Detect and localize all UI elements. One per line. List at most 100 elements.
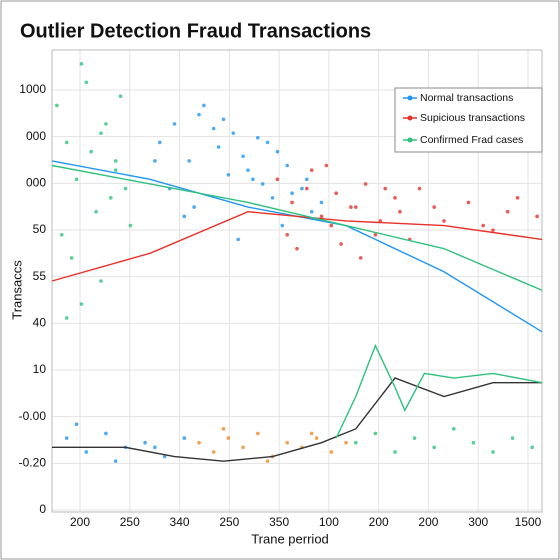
data-point xyxy=(89,149,93,154)
grid xyxy=(52,50,542,512)
data-point xyxy=(104,122,108,126)
data-point xyxy=(241,445,245,450)
data-point xyxy=(187,159,191,163)
data-point xyxy=(162,454,167,459)
data-point xyxy=(505,209,510,214)
data-point xyxy=(84,80,89,85)
data-point xyxy=(329,223,334,228)
data-point xyxy=(275,149,280,154)
x-axis-title: Trane perriod xyxy=(251,531,329,546)
data-point xyxy=(398,209,402,214)
y-tick-label: 40 xyxy=(33,316,47,330)
x-tick-label: 250 xyxy=(219,515,239,529)
data-point xyxy=(182,214,187,219)
data-point xyxy=(241,154,245,159)
trend-line xyxy=(51,164,543,291)
legend: Normal transactions Supicious transaction… xyxy=(394,87,543,153)
data-point xyxy=(515,196,520,200)
data-point xyxy=(491,228,495,232)
y-tick-label: 000 xyxy=(26,176,46,190)
data-point xyxy=(104,431,108,436)
x-tick-label: 1500 xyxy=(515,515,542,529)
x-tick-label: 350 xyxy=(269,515,289,529)
data-point xyxy=(226,436,231,440)
data-point xyxy=(265,140,270,145)
data-point xyxy=(491,450,495,454)
data-point xyxy=(182,436,187,440)
data-point xyxy=(211,126,216,131)
data-point xyxy=(192,205,196,209)
y-tick-label: 1000 xyxy=(19,82,46,96)
data-point xyxy=(255,135,260,140)
data-point xyxy=(383,186,388,191)
data-point xyxy=(432,205,437,209)
y-tick-label: 50 xyxy=(33,222,47,236)
data-point xyxy=(334,191,339,196)
data-point xyxy=(358,256,363,260)
data-point xyxy=(55,103,59,108)
data-point xyxy=(172,122,177,126)
data-point xyxy=(197,112,201,117)
data-point xyxy=(153,159,157,163)
data-point xyxy=(74,177,79,182)
data-point xyxy=(270,196,275,200)
data-point xyxy=(305,177,309,182)
x-tick-label: 100 xyxy=(319,515,339,529)
data-point xyxy=(290,200,294,205)
data-point xyxy=(314,436,319,440)
data-point xyxy=(211,450,216,454)
x-tick-label: 200 xyxy=(369,515,389,529)
legend-label: Normal transactions xyxy=(420,92,513,104)
data-point xyxy=(197,440,201,445)
data-point xyxy=(300,186,304,191)
data-point xyxy=(84,450,89,454)
data-point xyxy=(530,445,534,450)
data-point xyxy=(481,223,486,228)
data-point xyxy=(290,191,294,196)
y-axis-title: Transaccs xyxy=(9,260,24,320)
data-point xyxy=(109,196,113,200)
data-point xyxy=(275,177,280,182)
data-point xyxy=(442,219,446,223)
data-point xyxy=(60,233,64,237)
data-point xyxy=(202,103,206,108)
data-point xyxy=(64,436,69,440)
data-point xyxy=(74,422,79,427)
data-point xyxy=(94,209,98,214)
data-point xyxy=(113,168,118,172)
marks xyxy=(51,62,543,463)
data-point xyxy=(113,159,118,163)
y-tick-label: 000 xyxy=(26,129,46,143)
data-point xyxy=(69,256,74,260)
data-point xyxy=(79,62,84,66)
data-point xyxy=(246,168,250,172)
data-point xyxy=(231,131,236,135)
data-point xyxy=(99,279,103,283)
data-point xyxy=(349,205,353,209)
data-point xyxy=(373,431,378,436)
data-point xyxy=(329,450,334,454)
data-point xyxy=(363,182,368,186)
data-point xyxy=(153,445,157,450)
y-tick-label: 10 xyxy=(33,362,47,376)
trend-line xyxy=(335,343,543,439)
data-point xyxy=(64,140,69,145)
data-point xyxy=(251,177,255,182)
y-tick-label: 0 xyxy=(39,502,46,516)
legend-marker xyxy=(407,115,413,121)
data-point xyxy=(113,459,118,463)
legend-label: Confirmed Frad cases xyxy=(420,134,523,146)
data-point xyxy=(295,246,299,251)
data-point xyxy=(128,223,133,228)
data-point xyxy=(393,450,397,454)
x-tick-label: 340 xyxy=(170,515,190,529)
data-point xyxy=(309,168,314,172)
x-tick-label: 250 xyxy=(120,515,140,529)
data-point xyxy=(319,214,324,219)
data-point xyxy=(535,214,539,219)
data-point xyxy=(412,436,417,440)
data-point xyxy=(339,242,343,246)
data-point xyxy=(221,117,226,122)
